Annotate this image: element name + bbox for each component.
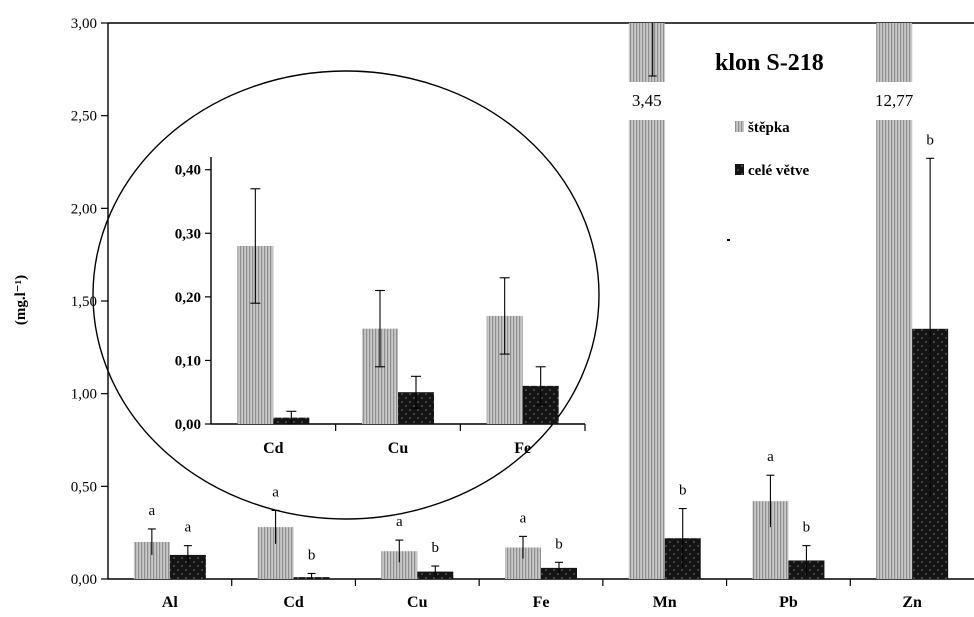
significance-cele-vetve-cu: b [432,540,440,556]
significance-labels: a a a b a b a b b a b b [149,132,934,563]
x-tick-label: Cd [283,594,304,611]
significance-cele-vetve-pb: b [803,520,811,536]
inset-x-tick-label: Fe [514,440,531,457]
inset-ellipse [92,70,600,520]
main-error-bars [147,23,935,579]
legend-label-stepka: štěpka [748,120,790,136]
significance-stepka-cu: a [396,514,403,530]
x-tick-label: Pb [779,594,798,611]
inset-y-tick-label: 0,20 [175,290,201,306]
legend: štěpka celé větve [735,120,810,179]
significance-stepka-al: a [149,503,156,519]
legend-label-cele-vetve: celé větve [748,163,810,179]
y-tick-label: 3,00 [71,16,97,32]
inset-y-tick-label: 0,40 [175,163,201,179]
significance-cele-vetve-mn: b [679,483,687,499]
x-tick-label: Zn [902,594,922,611]
y-tick-label: 1,50 [71,294,97,310]
significance-cele-vetve-al: a [185,520,192,536]
legend-swatch-cele-vetve [735,164,744,175]
inset-x-tick-label: Cd [263,440,284,457]
significance-stepka-fe: a [520,510,527,526]
significance-stepka-cd: a [272,484,279,500]
y-tick-labels: 0,00 0,50 1,00 1,50 2,00 2,50 3,00 [71,16,97,588]
significance-cele-vetve-zn: b [926,132,934,148]
inset-chart: 0,00 0,10 0,20 0,30 0,40 Cd Cu Fe [175,157,586,457]
y-tick-label: 0,00 [71,572,97,588]
significance-cele-vetve-fe: b [555,536,563,552]
main-axes [101,22,974,586]
chart-title: klon S-218 [715,50,824,76]
stray-dot [727,239,730,241]
axis-break-zn [875,82,914,120]
inset-y-tick-label: 0,30 [175,226,201,242]
legend-swatch-stepka [735,121,744,132]
x-tick-label: Fe [533,594,550,611]
y-tick-label: 2,50 [71,109,97,125]
bar-value-label-mn: 3,45 [632,91,662,110]
x-tick-labels: Al Cd Cu Fe Mn Pb Zn [162,594,922,611]
bar-value-label-zn: 12,77 [875,91,914,110]
significance-stepka-pb: a [767,449,774,465]
x-tick-label: Al [162,594,179,611]
inset-x-tick-label: Cu [388,440,409,457]
x-tick-label: Cu [407,594,428,611]
y-axis-label: (mg.l⁻¹) [13,275,29,325]
significance-cele-vetve-cd: b [308,547,316,563]
inset-y-tick-label: 0,10 [175,353,201,369]
y-tick-label: 2,00 [71,201,97,217]
x-tick-label: Mn [653,594,677,611]
y-tick-label: 0,50 [71,479,97,495]
axis-break-mn [627,82,666,120]
inset-y-tick-label: 0,00 [175,417,201,433]
y-tick-label: 1,00 [71,387,97,403]
